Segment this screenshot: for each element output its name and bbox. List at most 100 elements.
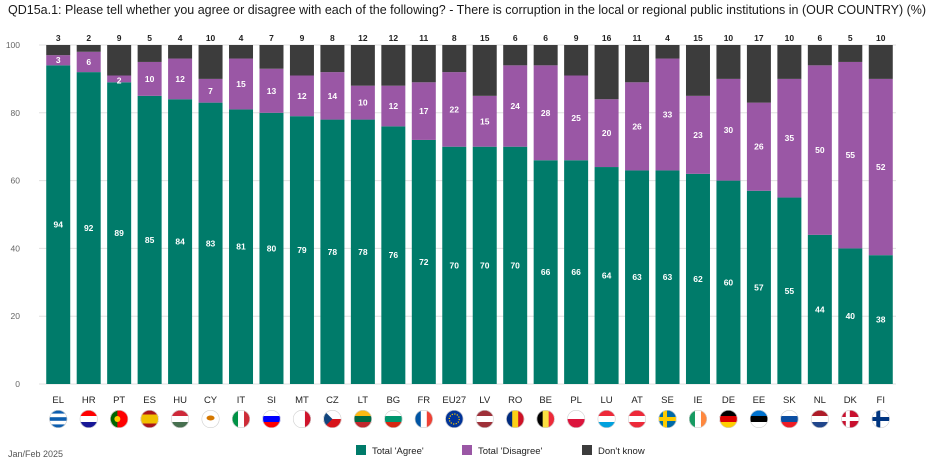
bar-agree-es [137,95,162,384]
flag-bg-icon [384,410,403,428]
data-label-dontknow: 8 [452,33,457,43]
flag-fr-icon [414,410,433,428]
data-label-disagree: 52 [876,162,886,172]
data-label-dontknow: 10 [876,33,886,43]
bar-dontknow-nl [807,45,832,66]
x-tick-label: BG [386,395,400,406]
x-tick-label: SK [783,395,796,406]
data-label-disagree: 24 [510,101,520,111]
flag-lu-icon [597,410,616,428]
bars: 9433926289298510584124837108115480137791… [46,33,893,385]
x-tick-label: IT [237,395,246,406]
x-tick-label: FI [877,395,885,406]
data-label-disagree: 20 [602,128,612,138]
data-label-disagree: 6 [86,57,91,67]
data-label-agree: 80 [267,243,277,253]
data-label-agree: 92 [84,223,94,233]
y-axis-ticks: 0 20 40 60 80 100 [6,40,20,389]
x-tick-label: PT [113,395,125,406]
data-label-agree: 79 [297,245,307,255]
data-label-dontknow: 4 [239,33,244,43]
data-label-agree: 94 [53,220,63,230]
data-label-agree: 70 [450,260,460,270]
bar-disagree-mt [289,75,314,117]
data-label-agree: 63 [632,272,642,282]
data-label-agree: 83 [206,238,216,248]
data-label-dontknow: 6 [543,33,548,43]
bar-disagree-es [137,61,162,96]
data-label-disagree: 25 [571,113,581,123]
data-label-disagree: 26 [754,142,764,152]
data-label-agree: 60 [724,277,734,287]
flag-hr-icon [79,410,98,428]
data-label-dontknow: 10 [206,33,216,43]
data-label-dontknow: 3 [56,33,61,43]
data-label-disagree: 13 [267,86,277,96]
bar-disagree-si [259,68,284,113]
x-tick-label: IE [693,395,702,406]
data-label-agree: 89 [114,228,124,238]
bar-disagree-lt [350,85,375,120]
data-label-dontknow: 7 [269,33,274,43]
bar-agree-hu [168,99,193,385]
data-label-dontknow: 12 [389,33,399,43]
data-label-dontknow: 9 [574,33,579,43]
legend-item-disagree: Total 'Disagree' [462,445,542,457]
data-label-disagree: 15 [236,79,246,89]
bar-disagree-de [716,78,741,181]
flag-fi-icon [871,410,890,428]
data-label-disagree: 17 [419,106,429,116]
data-label-disagree: 15 [480,116,490,126]
footer-note: Jan/Feb 2025 [8,449,64,459]
data-label-dontknow: 15 [480,33,490,43]
bar-disagree-hu [168,58,193,100]
bar-agree-de [716,180,741,384]
bar-dontknow-pl [564,45,589,76]
bar-agree-fr [411,139,436,384]
data-label-disagree: 50 [815,145,825,155]
data-label-agree: 78 [328,247,338,257]
x-tick-label: DE [722,395,735,406]
data-label-dontknow: 9 [300,33,305,43]
bar-agree-mt [289,116,314,384]
x-tick-label: EE [753,395,766,406]
bar-agree-lv [472,146,497,384]
flag-el-icon [49,410,68,428]
x-tick-label: EU27 [442,395,466,406]
data-label-dontknow: 10 [724,33,734,43]
flag-mt-icon [292,410,311,428]
bar-disagree-cz [320,72,345,120]
data-label-agree: 57 [754,282,764,292]
data-label-dontknow: 2 [86,33,91,43]
bar-disagree-fi [868,78,893,256]
x-tick-label: BE [539,395,552,406]
bar-agree-pl [564,160,589,384]
bar-agree-be [533,160,558,384]
data-label-dontknow: 5 [147,33,152,43]
y-tick-label: 40 [11,243,21,253]
bar-dontknow-cy [198,45,223,79]
bar-dontknow-lt [350,45,375,86]
x-tick-label: SI [267,395,276,406]
bar-disagree-ee [746,102,771,191]
bar-disagree-nl [807,65,832,235]
data-label-dontknow: 4 [665,33,670,43]
bar-dontknow-el [46,45,71,56]
flag-it-icon [232,410,251,428]
bar-agree-bg [381,126,406,385]
bar-agree-ro [503,146,528,384]
data-label-agree: 70 [510,260,520,270]
bar-disagree-pl [564,75,589,161]
bar-dontknow-lv [472,45,497,96]
data-label-disagree: 28 [541,108,551,118]
flag-dk-icon [841,410,860,428]
data-label-dontknow: 4 [178,33,183,43]
data-label-agree: 85 [145,235,155,245]
bar-agree-it [229,109,254,384]
data-label-agree: 55 [785,286,795,296]
data-label-dontknow: 5 [848,33,853,43]
bar-dontknow-se [655,45,680,59]
bar-dontknow-lu [594,45,619,100]
bar-dontknow-fi [868,45,893,79]
bar-dontknow-dk [838,45,863,62]
